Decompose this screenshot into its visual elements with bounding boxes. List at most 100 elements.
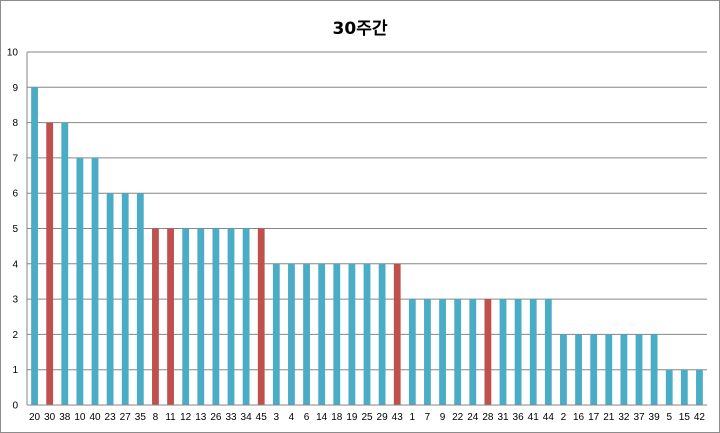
bar-15 xyxy=(680,369,688,405)
bar-12 xyxy=(182,228,190,405)
y-tick-label: 8 xyxy=(12,118,18,129)
x-tick-label: 24 xyxy=(467,412,479,423)
bar-6 xyxy=(303,263,310,405)
x-tick-label: 25 xyxy=(361,412,373,423)
x-tick-label: 1 xyxy=(410,412,416,423)
bar-16 xyxy=(575,334,582,405)
x-tick-label: 42 xyxy=(694,412,706,423)
bar-29 xyxy=(378,263,386,405)
bar-31 xyxy=(499,299,507,405)
x-tick-label: 38 xyxy=(59,412,71,423)
x-tick-label: 18 xyxy=(331,412,343,423)
x-tick-label: 43 xyxy=(392,412,404,423)
bar-38 xyxy=(61,122,69,405)
bar-8 xyxy=(152,228,159,405)
bar-22 xyxy=(454,299,462,405)
x-tick-label: 31 xyxy=(497,412,509,423)
bar-42 xyxy=(696,369,703,405)
y-tick-label: 4 xyxy=(12,259,18,270)
x-tick-label: 13 xyxy=(195,412,207,423)
bar-25 xyxy=(363,263,371,405)
bar-43 xyxy=(393,263,401,405)
x-tick-label: 32 xyxy=(618,412,630,423)
x-tick-label: 40 xyxy=(89,412,101,423)
x-tick-label: 7 xyxy=(425,412,431,423)
x-tick-label: 15 xyxy=(679,412,691,423)
bar-2 xyxy=(560,334,567,405)
x-tick-label: 6 xyxy=(304,412,310,423)
bar-32 xyxy=(620,334,628,405)
bar-34 xyxy=(242,228,250,405)
x-tick-label: 36 xyxy=(513,412,525,423)
bar-1 xyxy=(408,299,416,405)
x-tick-label: 28 xyxy=(482,412,494,423)
bar-40 xyxy=(91,157,99,405)
x-tick-label: 45 xyxy=(256,412,268,423)
bar-24 xyxy=(469,299,477,405)
x-tick-label: 3 xyxy=(274,412,280,423)
x-tick-label: 29 xyxy=(377,412,389,423)
bar-11 xyxy=(167,228,174,405)
x-tick-label: 4 xyxy=(289,412,295,423)
x-tick-label: 41 xyxy=(528,412,540,423)
bar-28 xyxy=(484,299,492,405)
x-tick-label: 44 xyxy=(543,412,555,423)
bar-39 xyxy=(650,334,658,405)
bar-26 xyxy=(212,228,220,405)
x-tick-label: 33 xyxy=(225,412,237,423)
y-tick-label: 0 xyxy=(12,401,18,412)
x-tick-label: 10 xyxy=(74,412,86,423)
chart-title: 30주간 xyxy=(332,19,388,39)
bar-5 xyxy=(665,369,673,405)
bar-13 xyxy=(197,228,205,405)
x-tick-label: 14 xyxy=(316,412,328,423)
y-tick-label: 7 xyxy=(12,153,18,164)
y-tick-label: 1 xyxy=(12,365,18,376)
y-tick-label: 9 xyxy=(12,83,18,94)
x-tick-label: 9 xyxy=(440,412,446,423)
x-tick-label: 34 xyxy=(241,412,253,423)
bar-36 xyxy=(514,299,522,405)
x-tick-label: 17 xyxy=(588,412,600,423)
bar-37 xyxy=(635,334,643,405)
y-tick-label: 3 xyxy=(12,295,18,306)
x-tick-label: 39 xyxy=(649,412,661,423)
bar-14 xyxy=(318,263,326,405)
bar-33 xyxy=(227,228,235,405)
x-tick-label: 2 xyxy=(561,412,567,423)
bar-41 xyxy=(529,299,537,405)
bar-35 xyxy=(136,193,144,405)
bar-45 xyxy=(257,228,265,405)
bar-30 xyxy=(46,122,54,405)
bar-4 xyxy=(288,263,295,405)
bar-21 xyxy=(605,334,613,405)
bar-17 xyxy=(590,334,598,405)
bar-27 xyxy=(121,193,129,405)
x-tick-label: 20 xyxy=(29,412,41,423)
y-tick-label: 2 xyxy=(12,330,18,341)
x-tick-label: 22 xyxy=(452,412,464,423)
y-tick-label: 5 xyxy=(12,224,18,235)
bar-20 xyxy=(31,87,38,406)
x-tick-label: 23 xyxy=(105,412,117,423)
bar-7 xyxy=(424,299,431,405)
x-tick-label: 12 xyxy=(180,412,192,423)
y-tick-label: 10 xyxy=(7,48,19,59)
bar-23 xyxy=(106,193,114,405)
x-tick-label: 30 xyxy=(44,412,56,423)
x-tick-label: 19 xyxy=(346,412,358,423)
x-tick-label: 21 xyxy=(603,412,615,423)
bar-3 xyxy=(272,263,280,405)
x-tick-label: 27 xyxy=(120,412,132,423)
bar-9 xyxy=(439,299,446,405)
x-tick-label: 35 xyxy=(135,412,147,423)
x-tick-label: 26 xyxy=(210,412,222,423)
y-tick-label: 6 xyxy=(12,189,18,200)
x-tick-label: 8 xyxy=(153,412,159,423)
x-tick-label: 37 xyxy=(633,412,645,423)
bar-19 xyxy=(348,263,356,405)
x-tick-label: 5 xyxy=(666,412,672,423)
x-tick-label: 16 xyxy=(573,412,585,423)
